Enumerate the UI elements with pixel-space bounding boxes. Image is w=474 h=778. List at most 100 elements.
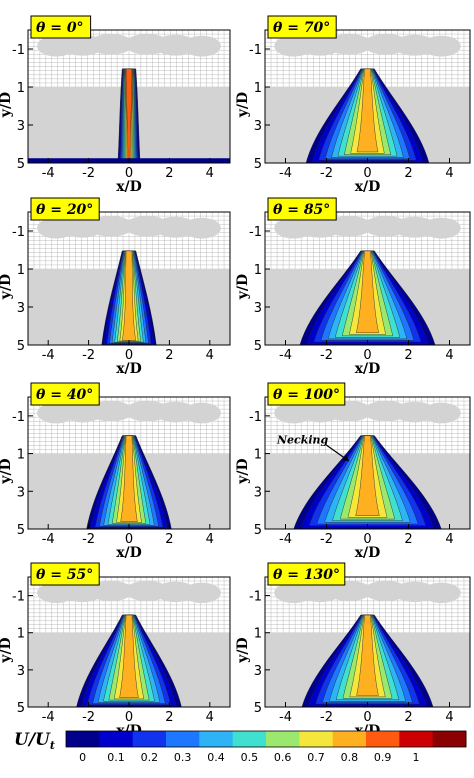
- x-axis-label: x/D: [116, 179, 142, 195]
- y-tick-label: -1: [12, 43, 25, 58]
- obstacle-cloud: [274, 580, 461, 603]
- y-tick-label: 5: [17, 701, 25, 716]
- colorbar-tick-label: 0.9: [374, 751, 392, 764]
- necking-arrowhead: [342, 455, 350, 462]
- contour-band: [356, 250, 379, 333]
- x-tick-label: 4: [206, 166, 214, 181]
- y-tick-label: 1: [17, 627, 25, 642]
- x-tick-label: -2: [320, 710, 333, 725]
- x-axis-label: x/D: [355, 361, 381, 377]
- colorbar-tick-label: 0.3: [174, 751, 192, 764]
- x-tick-label: -4: [279, 532, 292, 547]
- x-tick-label: -4: [279, 166, 292, 181]
- x-tick-label: 2: [165, 348, 173, 363]
- colorbar-tick-labels: 0 0.1 0.2 0.3 0.4 0.5 0.6 0.7 0.8 0.9 1: [79, 751, 419, 764]
- x-tick-label: 4: [445, 532, 453, 547]
- panel-tag: θ = 55°: [30, 562, 100, 586]
- colorbar-label-sub: t: [50, 739, 55, 752]
- y-tick-label: 5: [254, 157, 262, 172]
- y-axis-label: y/D: [0, 458, 14, 484]
- x-tick-label: 0: [125, 532, 133, 547]
- panel-field: [265, 212, 470, 345]
- x-tick-label: -4: [42, 166, 55, 181]
- panel-field: [265, 577, 470, 707]
- y-axis-label: y/D: [0, 637, 14, 663]
- colorbar-swatch: [66, 731, 100, 747]
- x-tick-label: 4: [445, 166, 453, 181]
- y-axis-label: y/D: [235, 92, 251, 118]
- panel-tag-box: [267, 197, 337, 221]
- panel-field: [265, 30, 470, 163]
- y-tick-label: -1: [249, 225, 262, 240]
- panel-tag-label: θ = 100°: [273, 387, 340, 403]
- colorbar-swatch: [299, 731, 334, 747]
- y-tick-label: 1: [254, 627, 262, 642]
- y-tick-label: 5: [17, 339, 25, 354]
- panel-tag-box: [267, 15, 337, 39]
- colorbar-swatch: [399, 731, 434, 747]
- colorbar-tick-label: 0.2: [141, 751, 159, 764]
- panel-p0: -4 -2 0 2 4 -1 1 3 5 x/D y/D θ = 0°: [0, 15, 231, 195]
- y-tick-label: 5: [254, 339, 262, 354]
- colorbar-tick-label: 0.5: [241, 751, 259, 764]
- colorbar-swatch: [332, 731, 367, 747]
- panel-tag: θ = 85°: [267, 197, 337, 221]
- x-tick-label: 0: [363, 166, 371, 181]
- panel-tag: θ = 20°: [30, 197, 100, 221]
- panel-field: [28, 212, 230, 345]
- obstacle-cloud: [274, 400, 461, 424]
- x-tick-label: -4: [42, 348, 55, 363]
- panel-tag-label: θ = 20°: [36, 202, 93, 218]
- colorbar-tick-label: 0: [79, 751, 86, 764]
- panel-tag: θ = 40°: [30, 382, 100, 406]
- x-tick-label: 2: [165, 710, 173, 725]
- y-tick-label: 1: [17, 81, 25, 96]
- panel-field: [28, 577, 230, 707]
- obstacle-cloud: [37, 33, 221, 57]
- colorbar-tick-label: 0.4: [207, 751, 225, 764]
- panel-tag-box: [30, 15, 92, 39]
- contour-band: [122, 250, 136, 341]
- panel-tag-label: θ = 85°: [273, 202, 330, 218]
- obstacle-cloud: [37, 215, 221, 239]
- contour-band: [120, 435, 138, 522]
- x-tick-label: 0: [363, 532, 371, 547]
- x-tick-label: -4: [42, 710, 55, 725]
- panel-field: [28, 30, 230, 163]
- panel-tag-box: [30, 197, 100, 221]
- x-tick-label: -2: [82, 348, 95, 363]
- colorbar-tick-label: 0.6: [274, 751, 292, 764]
- colorbar-swatch: [99, 731, 134, 747]
- y-tick-label: 3: [254, 664, 262, 679]
- y-tick-label: 3: [254, 301, 262, 316]
- panel-tag: θ = 100°: [267, 382, 346, 406]
- x-tick-label: 4: [445, 348, 453, 363]
- x-tick-label: 4: [206, 532, 214, 547]
- panel-tag: θ = 130°: [267, 562, 346, 586]
- colorbar-swatch: [132, 731, 167, 747]
- x-tick-label: 0: [363, 710, 371, 725]
- colorbar-swatch: [199, 731, 234, 747]
- contour-band: [356, 614, 379, 696]
- colorbar-swatch: [232, 731, 267, 747]
- x-tick-label: -4: [279, 710, 292, 725]
- y-tick-label: 3: [17, 664, 25, 679]
- colorbar-tick-label: 0.1: [107, 751, 125, 764]
- contour-band: [119, 614, 139, 698]
- y-tick-label: 1: [254, 263, 262, 278]
- x-tick-label: 0: [125, 710, 133, 725]
- x-tick-label: 0: [363, 348, 371, 363]
- y-tick-label: -1: [12, 410, 25, 425]
- panel-tag-label: θ = 130°: [273, 567, 340, 583]
- y-tick-label: 3: [254, 485, 262, 500]
- y-axis-label: y/D: [0, 274, 14, 300]
- panel-field: [28, 397, 230, 529]
- x-tick-label: -2: [320, 166, 333, 181]
- y-tick-label: -1: [249, 590, 262, 605]
- x-tick-label: 2: [165, 166, 173, 181]
- panel-tag-box: [30, 562, 100, 586]
- panel-tag-label: θ = 55°: [36, 567, 93, 583]
